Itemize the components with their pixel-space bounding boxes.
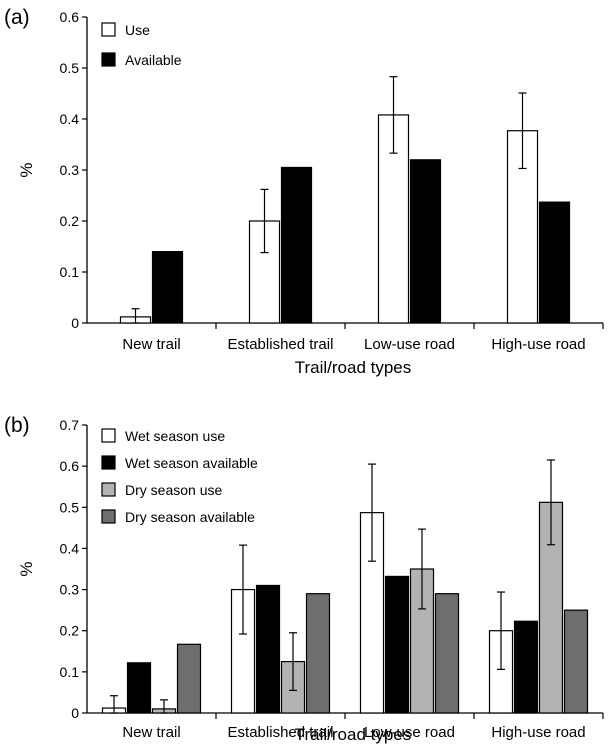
category-label: Low-use road [364,724,455,741]
bar [538,201,571,324]
y-tick-label: 0.3 [60,582,80,598]
legend-label: Dry season use [125,482,222,498]
y-tick-label: 0.2 [60,623,80,639]
category-label: High-use road [491,336,585,353]
category-label: Established trail [228,724,334,741]
category-label: High-use road [491,724,585,741]
chart-panel-b: 0 0.1 0.2 0.3 0.4 0.5 0.6 0.7 New trail Establish… [4,414,604,744]
legend-label: Wet season use [125,428,225,444]
bar [305,593,331,714]
category-label: Established trail [228,336,334,353]
bar [563,609,589,714]
x-axis-label: Trail/road types [295,725,412,744]
panel-label: (a) [4,6,30,29]
y-tick-label: 0.6 [60,9,80,25]
bar [409,159,442,324]
bar [384,575,410,714]
legend-swatch [101,509,116,524]
bar [255,584,281,714]
legend-swatch [101,455,116,470]
y-tick-label: 0 [71,315,79,331]
y-tick-label: 0.1 [60,264,80,280]
legend: Use Available [101,22,182,68]
chart-panel-a: 0 0.1 0.2 0.3 0.4 0.5 0.6 New trail Established … [4,6,604,377]
y-tick-label: 0.5 [60,60,80,76]
y-tick-label: 0.7 [60,417,80,433]
bar [434,593,460,714]
x-axis-label: Trail/road types [295,358,412,377]
y-tick-label: 0.4 [60,540,80,556]
bar [126,662,152,714]
legend: Wet season use Wet season available Dry se… [101,428,258,525]
bar [280,166,313,324]
legend-swatch [101,22,116,37]
bar [176,643,202,714]
y-tick-label: 0.5 [60,499,80,515]
legend-swatch [101,482,116,497]
legend-label: Available [125,52,182,68]
y-axis-label: % [17,561,36,576]
y-tick-label: 0.3 [60,162,80,178]
legend-label: Dry season available [125,509,255,525]
bar [513,620,539,714]
panel-label: (b) [4,414,30,437]
legend-swatch [101,428,116,443]
category-label: New trail [122,724,180,741]
legend-swatch [101,52,116,67]
y-tick-label: 0.4 [60,111,80,127]
legend-label: Wet season available [125,455,258,471]
legend-label: Use [125,22,150,38]
y-tick-label: 0.1 [60,664,80,680]
bar [151,251,184,324]
y-axis-label: % [17,162,36,177]
y-tick-label: 0 [71,705,79,721]
y-tick-label: 0.6 [60,458,80,474]
category-label: New trail [122,336,180,353]
category-label: Low-use road [364,336,455,353]
y-tick-label: 0.2 [60,213,80,229]
